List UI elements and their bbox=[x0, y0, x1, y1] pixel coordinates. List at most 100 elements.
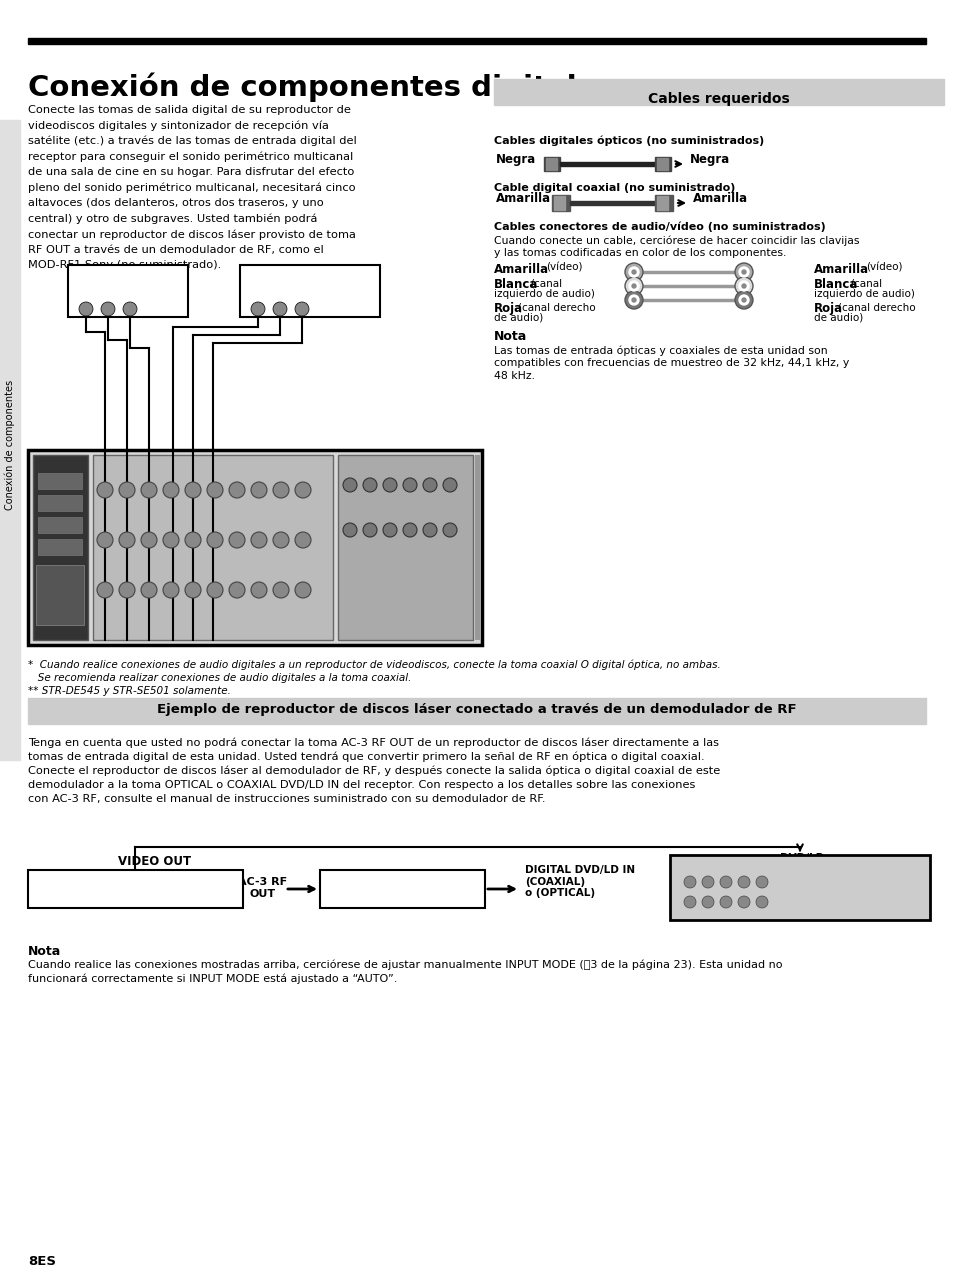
Bar bbox=[655, 195, 672, 211]
Text: de audio): de audio) bbox=[494, 313, 542, 324]
Text: receptor para conseguir el sonido perimétrico multicanal: receptor para conseguir el sonido perimé… bbox=[28, 152, 353, 162]
Circle shape bbox=[422, 524, 436, 538]
Text: y las tomas codificadas en color de los componentes.: y las tomas codificadas en color de los … bbox=[494, 248, 785, 259]
Bar bbox=[559, 162, 655, 166]
Circle shape bbox=[273, 533, 289, 548]
Circle shape bbox=[273, 582, 289, 598]
Circle shape bbox=[207, 533, 223, 548]
Circle shape bbox=[101, 302, 115, 316]
Text: conectar un reproductor de discos láser provisto de toma: conectar un reproductor de discos láser … bbox=[28, 229, 355, 240]
Bar bbox=[92, 455, 333, 640]
Bar bbox=[552, 195, 569, 211]
Circle shape bbox=[163, 582, 179, 598]
Text: Negra: Negra bbox=[689, 153, 729, 166]
Text: Ejemplo de reproductor de discos láser conectado a través de un demodulador de R: Ejemplo de reproductor de discos láser c… bbox=[157, 703, 796, 716]
Text: Cables conectores de audio/vídeo (no suministrados): Cables conectores de audio/vídeo (no sum… bbox=[494, 220, 825, 232]
Bar bbox=[665, 158, 667, 169]
Circle shape bbox=[734, 290, 752, 310]
Text: Cables digitales ópticos (no suministrados): Cables digitales ópticos (no suministrad… bbox=[494, 136, 763, 147]
Circle shape bbox=[624, 262, 642, 282]
Text: de una sala de cine en su hogar. Para disfrutar del efecto: de una sala de cine en su hogar. Para di… bbox=[28, 167, 354, 177]
Bar bbox=[659, 196, 661, 210]
Circle shape bbox=[624, 276, 642, 296]
Text: central) y otro de subgraves. Usted también podrá: central) y otro de subgraves. Usted tamb… bbox=[28, 214, 317, 224]
Text: de audio): de audio) bbox=[813, 313, 862, 324]
Circle shape bbox=[741, 270, 745, 274]
Circle shape bbox=[739, 282, 748, 290]
Bar bbox=[562, 196, 564, 210]
Text: Conexión de componentes: Conexión de componentes bbox=[5, 380, 15, 510]
Bar bbox=[38, 539, 82, 555]
Text: (canal derecho: (canal derecho bbox=[517, 302, 595, 312]
Circle shape bbox=[755, 877, 767, 888]
Bar bbox=[657, 196, 659, 210]
Text: compatibles con frecuencias de muestreo de 32 kHz, 44,1 kHz, y: compatibles con frecuencias de muestreo … bbox=[494, 358, 848, 368]
Text: Nota: Nota bbox=[494, 330, 527, 343]
Circle shape bbox=[97, 582, 112, 598]
Circle shape bbox=[442, 524, 456, 538]
Text: Cables requeridos: Cables requeridos bbox=[647, 92, 789, 106]
Text: 48 kHz.: 48 kHz. bbox=[494, 371, 535, 381]
Bar bbox=[36, 564, 84, 626]
Bar bbox=[543, 157, 559, 171]
Circle shape bbox=[734, 262, 752, 282]
Text: Conexión de componentes digitales: Conexión de componentes digitales bbox=[28, 73, 613, 102]
Circle shape bbox=[442, 478, 456, 492]
Bar bbox=[662, 196, 664, 210]
Circle shape bbox=[207, 482, 223, 498]
Bar bbox=[657, 158, 659, 169]
Circle shape bbox=[701, 877, 713, 888]
Text: Sintonizador de
TV o de satélite: Sintonizador de TV o de satélite bbox=[81, 269, 174, 290]
Text: AC-3 RF
OUT: AC-3 RF OUT bbox=[238, 877, 287, 898]
Circle shape bbox=[683, 896, 696, 908]
Text: Demodulador de RF: Demodulador de RF bbox=[337, 879, 467, 892]
Text: Amarilla: Amarilla bbox=[813, 262, 868, 276]
Circle shape bbox=[251, 302, 265, 316]
Text: 8ES: 8ES bbox=[28, 1255, 56, 1268]
Bar bbox=[38, 496, 82, 511]
Circle shape bbox=[631, 298, 636, 302]
Circle shape bbox=[294, 582, 311, 598]
Circle shape bbox=[229, 482, 245, 498]
Bar bbox=[559, 196, 561, 210]
Text: Amarilla: Amarilla bbox=[496, 191, 551, 205]
Text: Conecte el reproductor de discos láser al demodulador de RF, y después conecte l: Conecte el reproductor de discos láser a… bbox=[28, 766, 720, 776]
Text: Roja: Roja bbox=[494, 302, 522, 315]
Text: Tenga en cuenta que usted no podrá conectar la toma AC-3 RF OUT de un reproducto: Tenga en cuenta que usted no podrá conec… bbox=[28, 738, 719, 749]
Bar bbox=[655, 157, 670, 171]
Text: RF OUT a través de un demodulador de RF, como el: RF OUT a través de un demodulador de RF,… bbox=[28, 245, 323, 255]
Circle shape bbox=[363, 478, 376, 492]
Circle shape bbox=[343, 478, 356, 492]
Text: Reproductor de discos láser: Reproductor de discos láser bbox=[43, 879, 228, 892]
Text: Reproductor de
videodiscos digitales
(etc.)*: Reproductor de videodiscos digitales (et… bbox=[248, 268, 372, 301]
Circle shape bbox=[185, 533, 201, 548]
Bar bbox=[669, 855, 929, 920]
Bar bbox=[665, 196, 667, 210]
Text: (canal: (canal bbox=[849, 278, 882, 288]
Text: satélite (etc.) a través de las tomas de entrada digital del: satélite (etc.) a través de las tomas de… bbox=[28, 136, 356, 147]
Bar bbox=[28, 870, 243, 908]
Bar bbox=[28, 450, 481, 645]
Text: Negra: Negra bbox=[496, 153, 536, 166]
Circle shape bbox=[185, 482, 201, 498]
Bar bbox=[28, 38, 925, 45]
Bar bbox=[319, 870, 484, 908]
Circle shape bbox=[624, 290, 642, 310]
Circle shape bbox=[734, 276, 752, 296]
Bar bbox=[548, 158, 551, 169]
Bar bbox=[545, 158, 547, 169]
Circle shape bbox=[251, 482, 267, 498]
Text: (canal: (canal bbox=[530, 278, 561, 288]
Bar bbox=[38, 473, 82, 489]
Circle shape bbox=[163, 533, 179, 548]
Bar bbox=[557, 196, 558, 210]
Circle shape bbox=[382, 524, 396, 538]
Circle shape bbox=[738, 896, 749, 908]
Text: altavoces (dos delanteros, otros dos traseros, y uno: altavoces (dos delanteros, otros dos tra… bbox=[28, 197, 323, 208]
Circle shape bbox=[631, 270, 636, 274]
Text: (vídeo): (vídeo) bbox=[865, 262, 902, 273]
Text: Cable digital coaxial (no suministrado): Cable digital coaxial (no suministrado) bbox=[494, 183, 735, 192]
Text: Conecte las tomas de salida digital de su reproductor de: Conecte las tomas de salida digital de s… bbox=[28, 104, 351, 115]
Text: izquierdo de audio): izquierdo de audio) bbox=[813, 289, 914, 299]
Circle shape bbox=[207, 582, 223, 598]
